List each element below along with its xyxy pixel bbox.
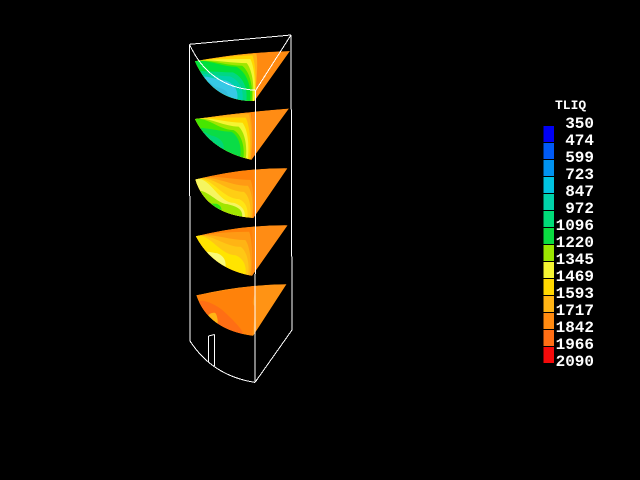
svg-text:1593: 1593 [556, 285, 594, 303]
svg-text:1096: 1096 [556, 217, 594, 235]
svg-text:972: 972 [565, 200, 594, 218]
svg-text:350: 350 [565, 115, 594, 133]
svg-text:1220: 1220 [556, 234, 594, 252]
svg-text:474: 474 [565, 132, 594, 150]
svg-text:1345: 1345 [556, 251, 594, 269]
svg-text:599: 599 [565, 149, 594, 167]
svg-text:1469: 1469 [556, 268, 594, 286]
svg-text:TLIQ: TLIQ [555, 98, 586, 113]
svg-text:1842: 1842 [556, 319, 594, 337]
svg-text:1717: 1717 [556, 302, 594, 320]
svg-text:1966: 1966 [556, 336, 594, 354]
svg-text:847: 847 [565, 183, 594, 201]
svg-text:723: 723 [565, 166, 594, 184]
svg-text:2090: 2090 [556, 353, 594, 371]
